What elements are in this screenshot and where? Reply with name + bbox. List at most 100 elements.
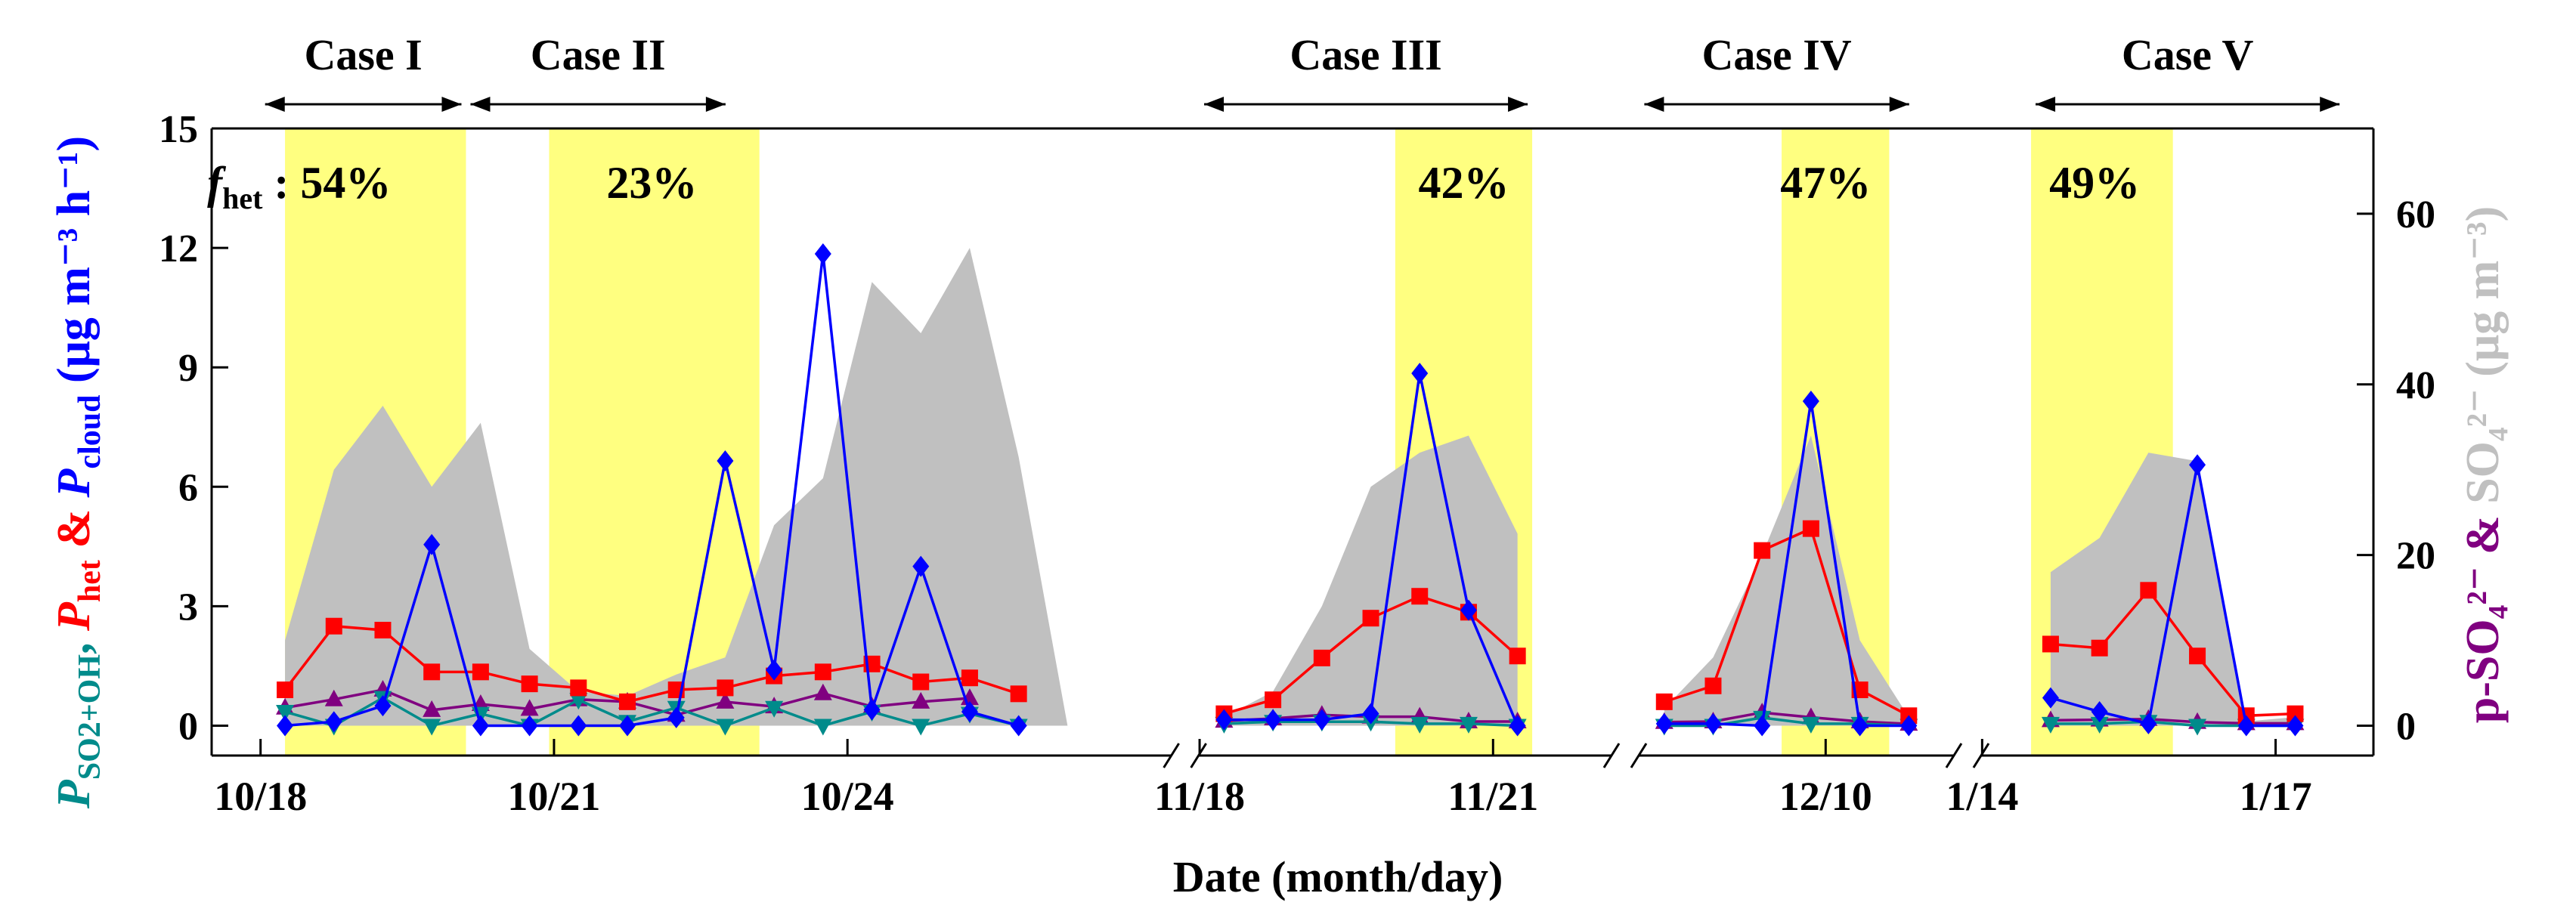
p-oh-point — [813, 719, 832, 736]
p-cloud-point — [423, 533, 441, 555]
p-oh-point — [423, 719, 441, 736]
p-cloud-point — [1362, 703, 1379, 725]
fhet-annotation: 42% — [1418, 158, 1509, 208]
arrow-head-right — [1508, 97, 1528, 112]
axis-break-mark-1-a — [1602, 743, 1621, 768]
right-y-tick-label: 0 — [2396, 705, 2416, 748]
p-het-line-panel-0 — [283, 624, 1020, 703]
p-het-point — [472, 663, 489, 681]
p-cloud-point — [912, 555, 930, 577]
p-het-point — [374, 622, 392, 638]
p-cloud-point — [1215, 709, 1233, 731]
p-cloud-point — [814, 243, 831, 264]
p-het-point — [2042, 635, 2059, 653]
left-y-tick-label: 0 — [178, 705, 198, 748]
case-label: Case II — [531, 30, 666, 79]
p-cloud-point — [570, 715, 587, 737]
p-het-point — [1411, 588, 1429, 605]
x-axis-title: Date (month/day) — [1173, 852, 1503, 901]
p-het-point — [1704, 677, 1722, 694]
p-so4-point — [912, 691, 930, 709]
p-het-point — [619, 693, 636, 710]
arrow-head-right — [441, 97, 462, 112]
arrow-head-left — [265, 97, 285, 112]
fhet-subscript: het — [222, 181, 263, 215]
arrow-head-left — [470, 97, 491, 112]
fhet-annotation: fhet : 54% — [207, 158, 391, 215]
p-het-point — [521, 675, 538, 693]
p-cloud-point — [717, 450, 734, 472]
p-het-point — [1313, 649, 1330, 666]
p-cloud-point — [1010, 715, 1027, 737]
arrow-head-left — [1644, 97, 1664, 112]
p-het-point — [2189, 647, 2206, 665]
case-label: Case V — [2122, 30, 2254, 79]
p-cloud-point — [766, 659, 783, 681]
arrow-head-right — [705, 97, 726, 112]
p-cloud-point — [1851, 715, 1869, 737]
p-oh-line-panel-2 — [1664, 716, 1909, 728]
p-cloud-point — [277, 715, 294, 737]
fhet-annotation: 47% — [1780, 158, 1871, 208]
case-label: Case IV — [1702, 30, 1852, 79]
p-het-point — [1802, 520, 1819, 537]
y-label-separator: , — [48, 631, 100, 654]
x-tick-label: 12/10 — [1779, 774, 1872, 819]
arrow-head-left — [2036, 97, 2056, 112]
p-cloud-point — [863, 699, 881, 721]
left-y-axis-title: PSO2+OH, Phet & Pcloud (μg m⁻³ h⁻¹) — [48, 136, 107, 809]
y-label-subscript: cloud — [73, 395, 107, 469]
x-tick-label: 10/18 — [214, 774, 307, 819]
p-cloud-point — [2091, 701, 2108, 723]
p-het-point — [1010, 685, 1027, 703]
p-cloud-point — [961, 701, 978, 723]
p-cloud-point — [325, 711, 342, 733]
left-y-tick-label: 3 — [178, 586, 198, 629]
x-tick-label: 1/17 — [2240, 774, 2312, 819]
axis-break-mark-2-a — [1945, 743, 1963, 768]
p-oh-point — [2041, 716, 2060, 734]
p-het-point — [570, 679, 587, 697]
x-tick-label: 11/21 — [1447, 774, 1538, 819]
p-cloud-point — [521, 715, 538, 737]
p-het-point — [277, 681, 294, 699]
right-label-p-so4: p-SO₄²⁻ — [2457, 566, 2509, 723]
p-cloud-point — [1265, 709, 1282, 731]
case-highlight-band-0-1 — [549, 128, 760, 756]
p-cloud-point — [1704, 712, 1722, 734]
arrow-head-right — [2320, 97, 2340, 112]
right-y-tick-label: 20 — [2396, 535, 2435, 578]
p-cloud-point — [1754, 715, 1771, 737]
p-oh-point — [569, 693, 588, 710]
p-het-point — [1509, 647, 1526, 665]
p-het-point — [325, 617, 342, 635]
x-tick-label: 10/21 — [507, 774, 600, 819]
p-het-point — [2091, 639, 2108, 657]
p-oh-point — [765, 700, 784, 718]
p-het-point — [717, 679, 734, 697]
p-cloud-point — [1655, 712, 1673, 734]
arrow-head-left — [1204, 97, 1225, 112]
p-cloud-point — [2189, 454, 2206, 476]
y-label-symbol: P — [48, 779, 100, 809]
p-cloud-point — [2287, 715, 2304, 737]
so4-area-panel-1 — [1224, 435, 1518, 726]
p-oh-point — [2090, 716, 2109, 734]
p-cloud-point — [1460, 599, 1477, 621]
p-oh-line-panel-0 — [284, 696, 1020, 728]
p-het-point — [961, 669, 978, 687]
left-y-tick-label: 15 — [159, 108, 198, 151]
left-y-tick-label: 9 — [178, 347, 198, 390]
x-tick-label: 1/14 — [1946, 774, 2018, 819]
y-label-symbol: P — [48, 601, 100, 632]
case-label: Case I — [304, 30, 422, 79]
p-cloud-point — [1313, 709, 1330, 731]
p-cloud-point — [619, 715, 636, 737]
p-het-point — [2287, 705, 2304, 722]
p-oh-point — [1410, 716, 1429, 734]
p-so4-point — [716, 691, 735, 709]
right-label-amp: & — [2457, 504, 2509, 567]
p-het-point — [1265, 691, 1282, 709]
p-cloud-point — [1411, 363, 1429, 385]
